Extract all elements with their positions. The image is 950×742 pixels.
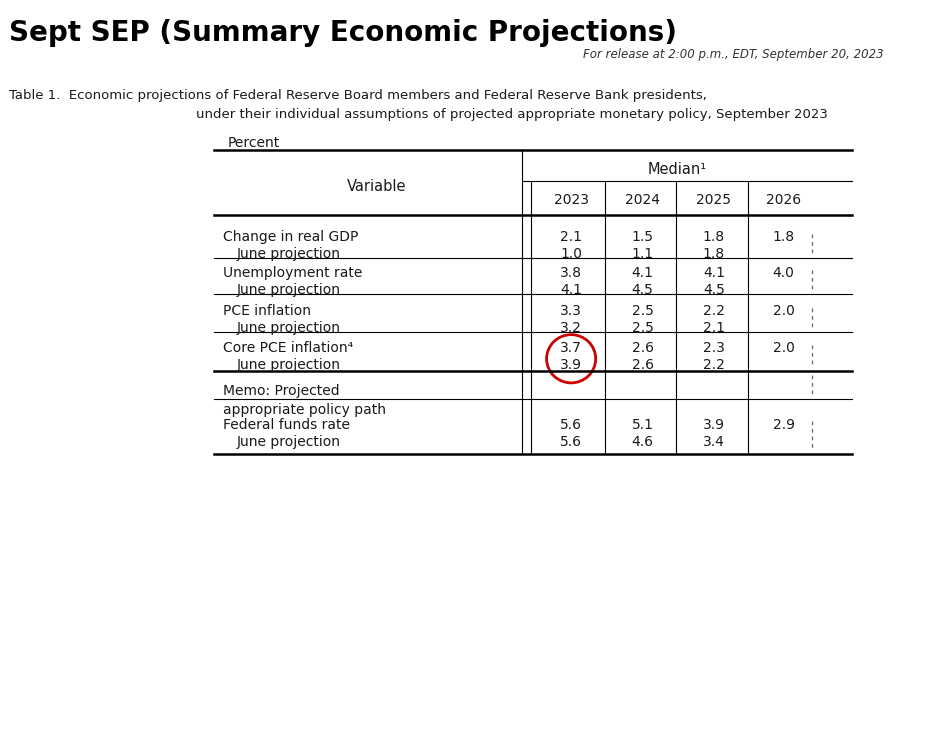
- Text: June projection: June projection: [237, 321, 340, 335]
- Text: Unemployment rate: Unemployment rate: [223, 266, 363, 280]
- Text: 4.0: 4.0: [772, 266, 794, 280]
- Text: Sept SEP (Summary Economic Projections): Sept SEP (Summary Economic Projections): [9, 19, 677, 47]
- Text: 2024: 2024: [625, 194, 660, 207]
- Text: 3.8: 3.8: [560, 266, 582, 280]
- Text: 2025: 2025: [696, 194, 732, 207]
- Text: 3.2: 3.2: [560, 321, 582, 335]
- Text: 2.2: 2.2: [703, 304, 725, 318]
- Text: Percent: Percent: [228, 136, 280, 150]
- Text: 4.1: 4.1: [703, 266, 725, 280]
- Text: 2.5: 2.5: [632, 321, 654, 335]
- Text: appropriate policy path: appropriate policy path: [223, 403, 386, 417]
- Text: 3.7: 3.7: [560, 341, 582, 355]
- Text: 2.1: 2.1: [560, 230, 582, 244]
- Text: 3.3: 3.3: [560, 304, 582, 318]
- Text: 2023: 2023: [554, 194, 589, 207]
- Text: 2.5: 2.5: [632, 304, 654, 318]
- Text: 1.8: 1.8: [703, 247, 725, 261]
- Text: 2.2: 2.2: [703, 358, 725, 372]
- Text: 4.1: 4.1: [560, 283, 582, 298]
- Text: under their individual assumptions of projected appropriate monetary policy, Sep: under their individual assumptions of pr…: [197, 108, 828, 121]
- Text: June projection: June projection: [237, 283, 340, 298]
- Text: 4.1: 4.1: [632, 266, 654, 280]
- Text: 3.9: 3.9: [560, 358, 582, 372]
- Text: June projection: June projection: [237, 435, 340, 449]
- Text: June projection: June projection: [237, 247, 340, 261]
- Text: For release at 2:00 p.m., EDT, September 20, 2023: For release at 2:00 p.m., EDT, September…: [583, 48, 884, 62]
- Text: Table 1.  Economic projections of Federal Reserve Board members and Federal Rese: Table 1. Economic projections of Federal…: [9, 89, 707, 102]
- Text: 4.5: 4.5: [703, 283, 725, 298]
- Text: June projection: June projection: [237, 358, 340, 372]
- Text: Median¹: Median¹: [648, 162, 707, 177]
- Text: 2.3: 2.3: [703, 341, 725, 355]
- Text: 1.5: 1.5: [632, 230, 654, 244]
- Text: 1.8: 1.8: [772, 230, 794, 244]
- Text: 5.6: 5.6: [560, 418, 582, 432]
- Text: Memo: Projected: Memo: Projected: [223, 384, 340, 398]
- Text: 3.4: 3.4: [703, 435, 725, 449]
- Text: 2.0: 2.0: [772, 304, 794, 318]
- Text: Variable: Variable: [348, 179, 407, 194]
- Text: 2.6: 2.6: [632, 341, 654, 355]
- Text: Change in real GDP: Change in real GDP: [223, 230, 358, 244]
- Text: Core PCE inflation⁴: Core PCE inflation⁴: [223, 341, 353, 355]
- Text: 4.5: 4.5: [632, 283, 654, 298]
- Text: 2.9: 2.9: [772, 418, 794, 432]
- Text: 2026: 2026: [766, 194, 801, 207]
- Text: 4.6: 4.6: [632, 435, 654, 449]
- Text: 1.1: 1.1: [632, 247, 654, 261]
- Text: PCE inflation: PCE inflation: [223, 304, 311, 318]
- Text: 1.0: 1.0: [560, 247, 582, 261]
- Text: Federal funds rate: Federal funds rate: [223, 418, 351, 432]
- Text: 2.0: 2.0: [772, 341, 794, 355]
- Text: 2.6: 2.6: [632, 358, 654, 372]
- Text: 5.6: 5.6: [560, 435, 582, 449]
- Text: 1.8: 1.8: [703, 230, 725, 244]
- Text: 5.1: 5.1: [632, 418, 654, 432]
- Text: 3.9: 3.9: [703, 418, 725, 432]
- Text: 2.1: 2.1: [703, 321, 725, 335]
